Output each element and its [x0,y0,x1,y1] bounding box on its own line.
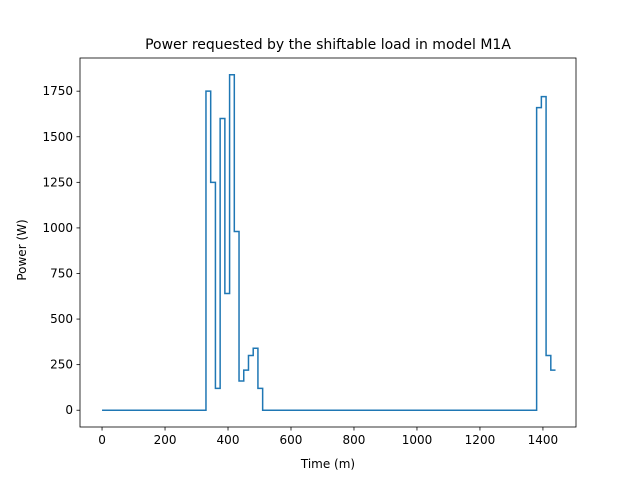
x-tick-label: 400 [217,433,240,447]
plot-area [79,57,577,428]
y-tick-label: 250 [50,358,73,372]
y-axis: 0 250 500 750 1000 1250 1500 1750 [42,84,80,417]
x-tick-label: 600 [280,433,303,447]
plot-frame [79,57,577,428]
x-tick-label: 1400 [528,433,559,447]
x-axis: 0 200 400 600 800 1000 1200 1400 [98,427,558,447]
y-tick-label: 1000 [42,221,73,235]
y-tick-label: 1500 [42,130,73,144]
x-tick-label: 1200 [465,433,496,447]
y-tick-label: 0 [65,403,73,417]
y-axis-label: Power (W) [15,219,29,280]
x-tick-label: 200 [154,433,177,447]
x-axis-label: Time (m) [300,457,355,471]
y-tick-label: 1250 [42,175,73,189]
x-tick-label: 0 [98,433,106,447]
x-tick-label: 1000 [402,433,433,447]
y-tick-label: 500 [50,312,73,326]
y-tick-label: 1750 [42,84,73,98]
chart-title: Power requested by the shiftable load in… [145,37,511,53]
series-line [102,74,556,411]
y-tick-label: 750 [50,266,73,280]
x-tick-label: 800 [343,433,366,447]
